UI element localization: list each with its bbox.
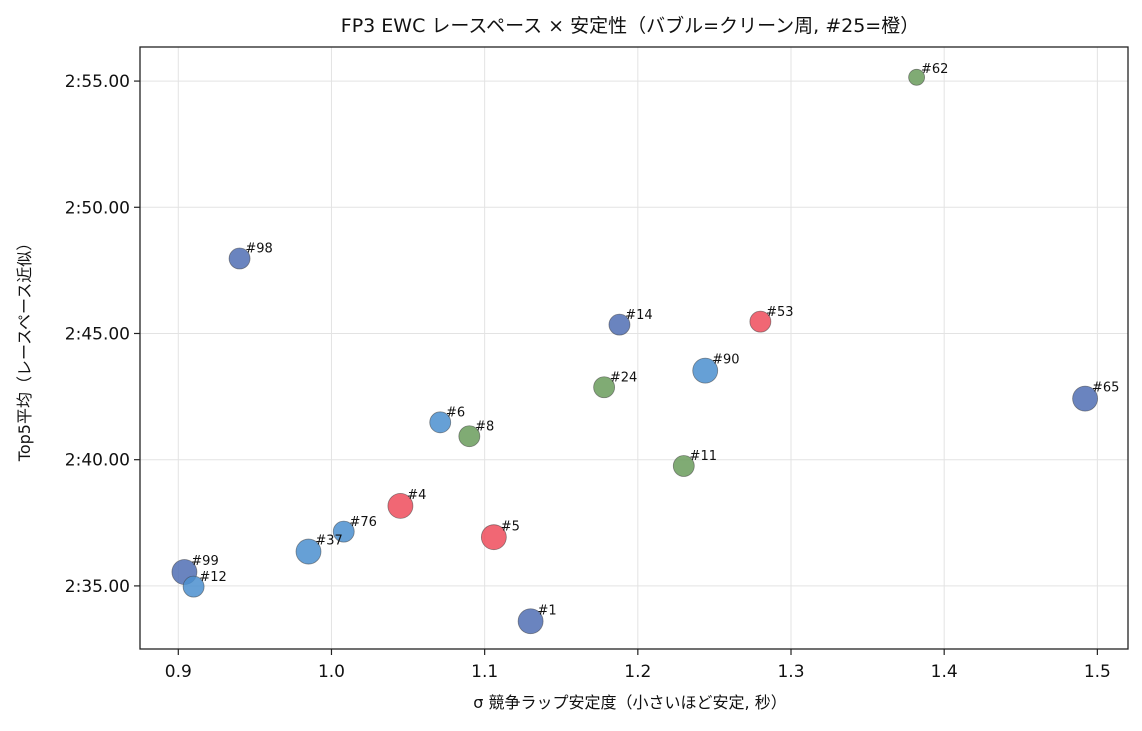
data-points: #98 #62 #14 #53 #90 #24 #65 #6 #8 #11 #4 #76 #5 #37 #9…	[171, 62, 1119, 635]
x-tick-label: 1.2	[624, 662, 651, 682]
data-point-53	[749, 310, 772, 333]
plot-area-frame	[139, 46, 1129, 650]
y-tick-label: 2:35.00	[65, 577, 130, 597]
point-label-5: #5	[501, 519, 520, 534]
data-point-1	[517, 608, 544, 635]
data-point-4	[387, 492, 414, 519]
point-label-4: #4	[407, 488, 426, 503]
y-tick-label: 2:55.00	[65, 72, 130, 92]
x-tick-label: 1.0	[318, 662, 345, 682]
y-axis-label: Top5平均（レースペース近似）	[15, 235, 34, 462]
point-label-65: #65	[1092, 381, 1119, 396]
data-point-8	[458, 425, 481, 448]
point-label-14: #14	[625, 308, 652, 323]
point-label-6: #6	[446, 406, 465, 421]
x-axis-label: σ 競争ラップ安定度（小さいほど安定, 秒）	[473, 693, 786, 712]
data-point-6	[429, 411, 452, 434]
point-label-1: #1	[537, 603, 556, 618]
data-point-5	[480, 524, 507, 551]
data-point-98	[228, 247, 251, 270]
point-label-37: #37	[315, 534, 342, 549]
y-tick-label: 2:40.00	[65, 451, 130, 471]
point-label-62: #62	[921, 62, 948, 77]
x-tick-label: 1.3	[777, 662, 804, 682]
x-tick-label: 1.5	[1084, 662, 1111, 682]
chart-title: FP3 EWC レースペース × 安定性（バブル=クリーン周, #25=橙）	[341, 14, 919, 37]
y-tick-label: 2:45.00	[65, 324, 130, 344]
point-label-99: #99	[191, 554, 218, 569]
point-label-11: #11	[690, 449, 717, 464]
point-label-76: #76	[350, 515, 377, 530]
x-tick-label: 1.1	[471, 662, 498, 682]
x-tick-label: 1.4	[931, 662, 958, 682]
y-tick-label: 2:50.00	[65, 198, 130, 218]
point-label-12: #12	[199, 570, 226, 585]
data-point-65	[1072, 385, 1099, 412]
x-tick-label: 0.9	[165, 662, 192, 682]
data-point-12	[182, 575, 205, 598]
data-point-62	[908, 68, 926, 86]
point-label-24: #24	[610, 370, 637, 385]
axis-ticks: 0.9 1.0 1.1 1.2 1.3 1.4 1.5 2:35.00 2:40.00 2:45.…	[65, 72, 1111, 682]
point-label-8: #8	[475, 419, 494, 434]
data-point-76	[332, 520, 355, 543]
data-point-37	[295, 538, 322, 565]
point-label-98: #98	[245, 242, 272, 257]
grid-lines	[140, 47, 1128, 649]
point-label-53: #53	[766, 305, 793, 320]
data-point-24	[593, 376, 616, 399]
data-point-11	[672, 455, 695, 477]
point-label-90: #90	[712, 353, 739, 368]
data-point-90	[692, 357, 719, 384]
data-point-14	[608, 313, 631, 336]
